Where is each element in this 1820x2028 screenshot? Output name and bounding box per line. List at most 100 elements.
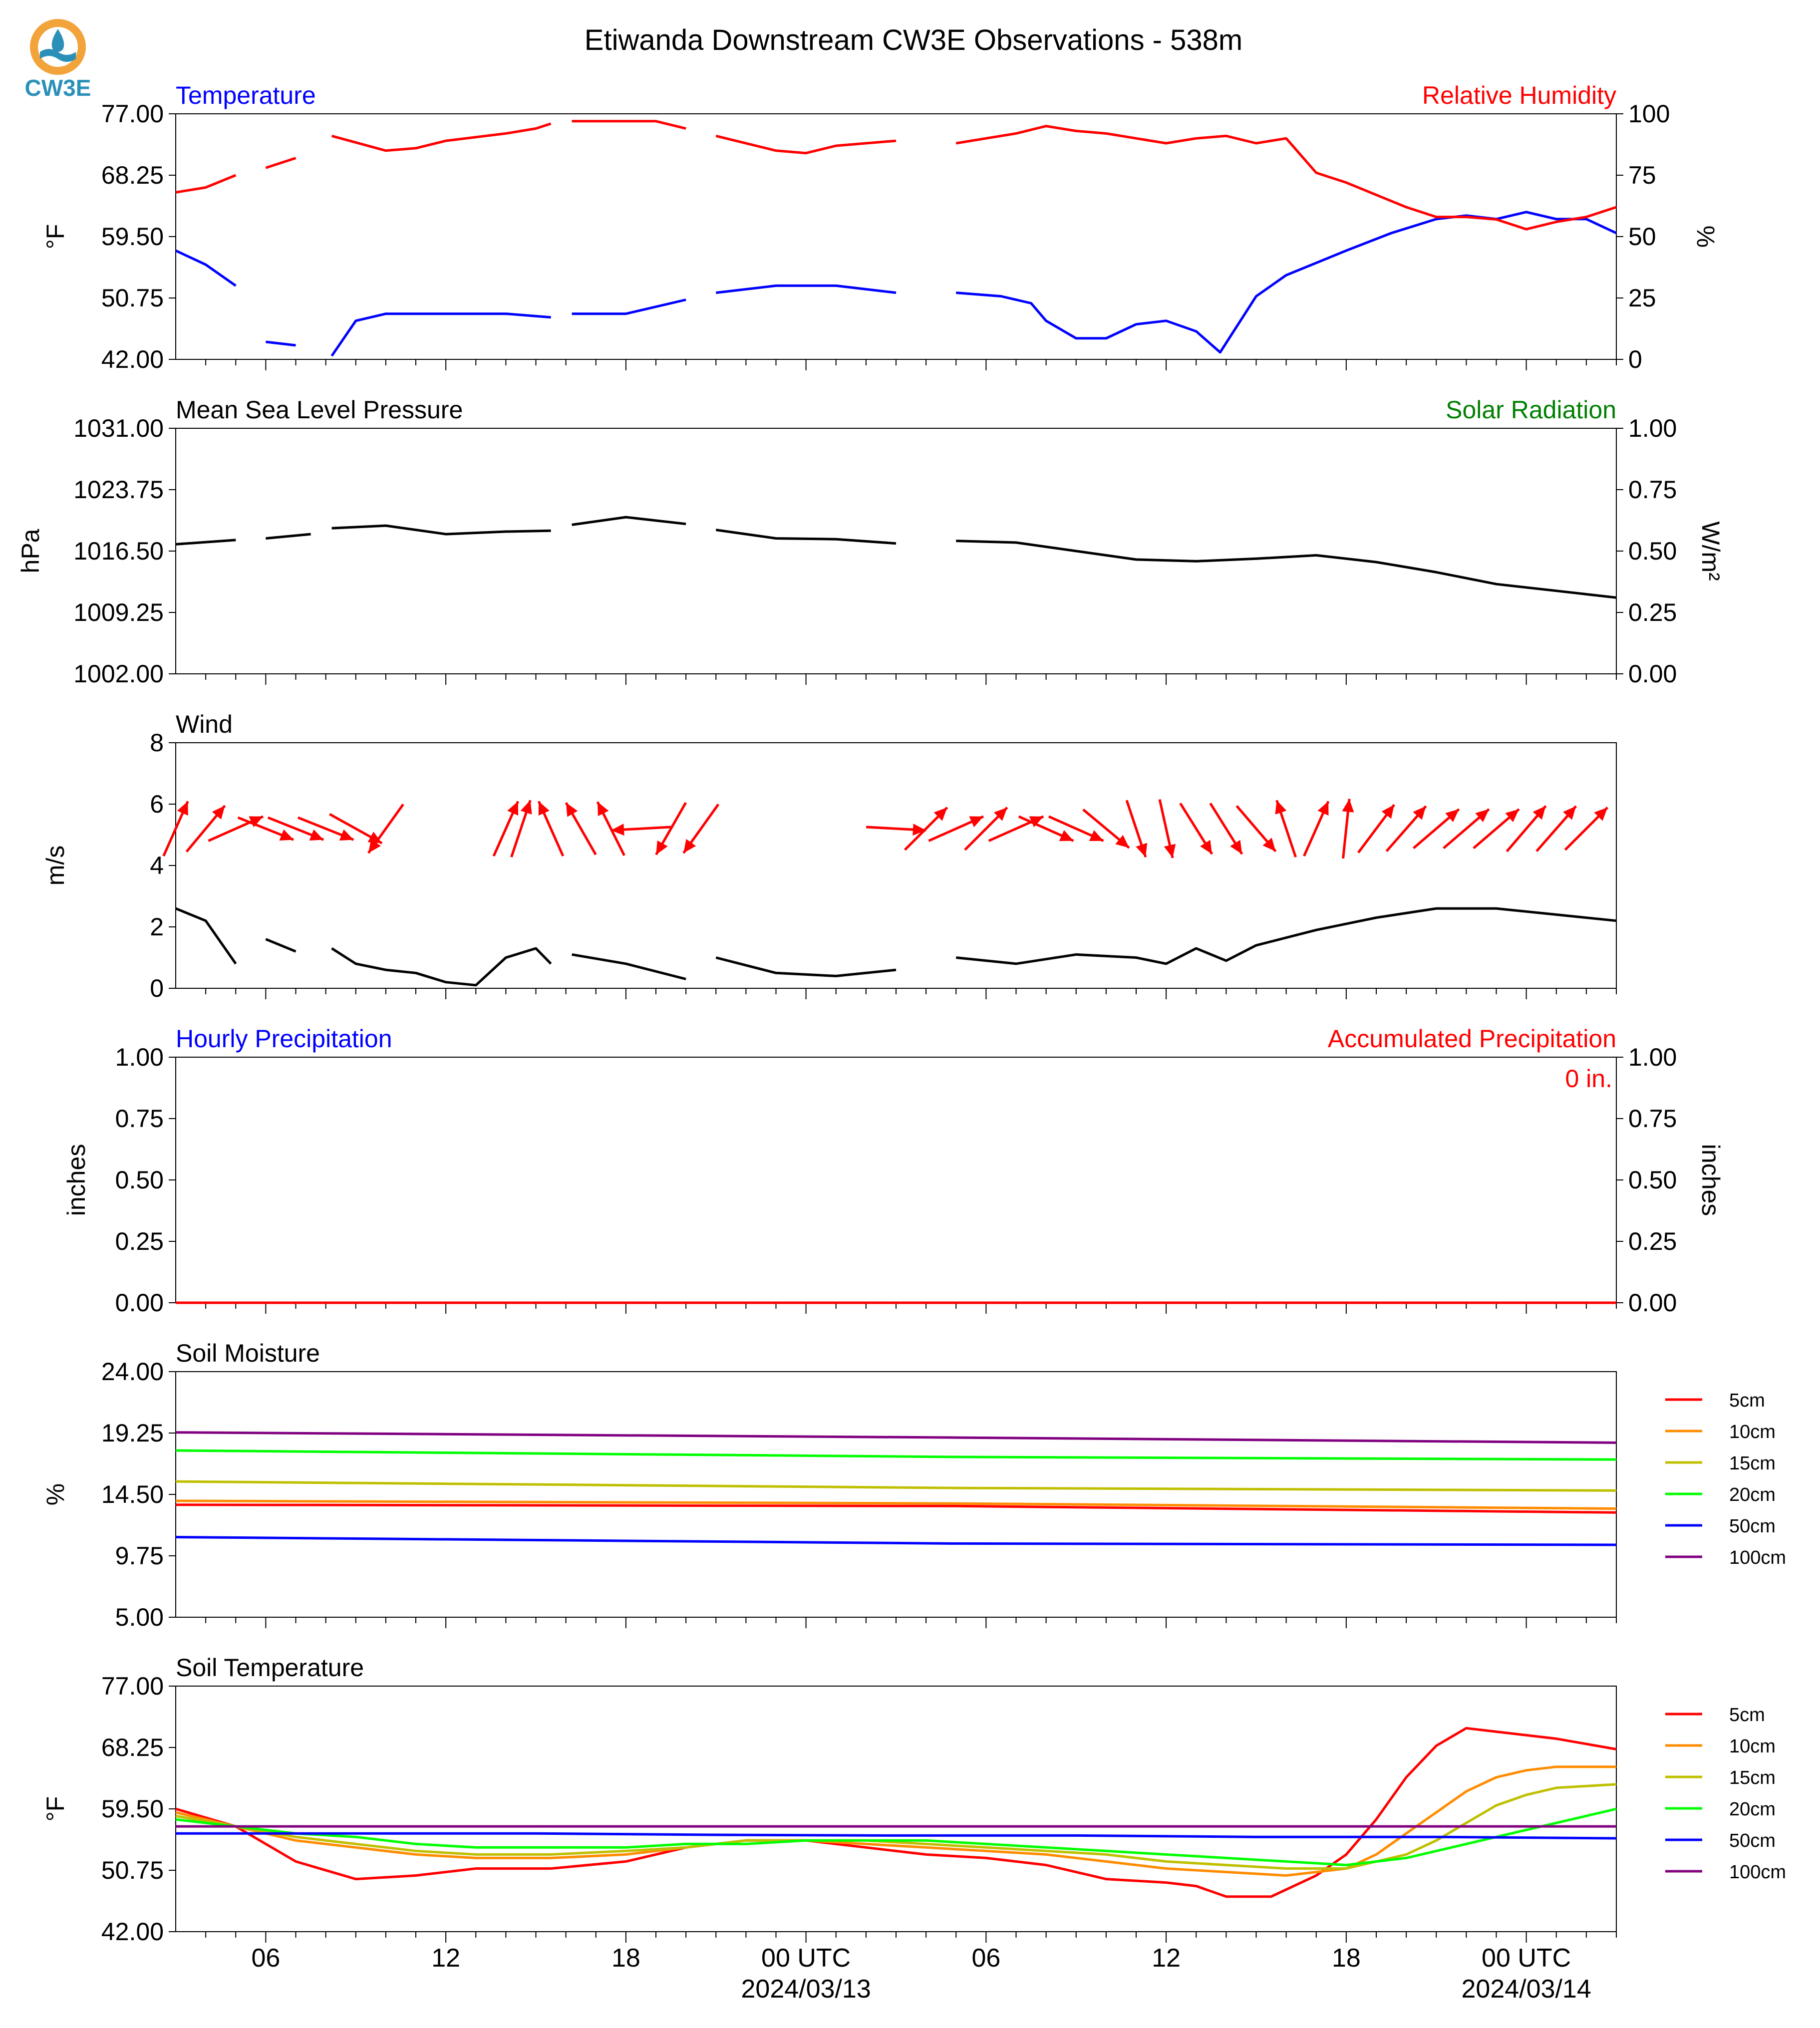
wind-arrow (267, 816, 324, 841)
y-axis-label: inches (62, 1144, 90, 1216)
y-tick-label: 1023.75 (73, 476, 164, 504)
y-tick-label: 50.75 (101, 284, 164, 312)
x-tick-label: 00 UTC (1482, 1944, 1571, 1973)
wind-arrow (329, 813, 383, 845)
y-tick-label: 1031.00 (73, 414, 164, 442)
legend: 5cm 10cm 15cm 20cm 50cm 100cm (1665, 1705, 1786, 1883)
wind-arrow-head (212, 806, 225, 820)
wind-arrow (964, 807, 1008, 851)
wind-arrow (492, 801, 520, 857)
wind-arrow (1443, 808, 1490, 850)
panel-title-left: Hourly Precipitation (176, 1025, 392, 1053)
wind-arrow-head (683, 839, 696, 854)
y-tick-label: 8 (150, 729, 164, 757)
series-line-15cm (175, 1480, 1617, 1492)
wind-arrow (162, 801, 189, 857)
wind-arrow (655, 802, 687, 856)
series-line-5cm (175, 1503, 1617, 1514)
panel-title-right: Solar Radiation (1446, 396, 1616, 424)
y-tick-label: 14.50 (101, 1480, 164, 1508)
panel-pressure: Mean Sea Level Pressure Solar Radiation 10… (16, 396, 1725, 688)
legend-label: 15cm (1729, 1767, 1776, 1788)
chart-title: Etiwanda Downstream CW3E Observations - … (585, 24, 1242, 56)
series-line-20cm (175, 1807, 1617, 1866)
y-tick-label: 59.50 (101, 1795, 164, 1823)
wind-arrow-head (1594, 807, 1608, 821)
wind-arrow-head (1475, 809, 1489, 823)
wind-arrow (988, 815, 1044, 842)
logo-ring (30, 19, 86, 75)
y-tick-label-right: 100 (1628, 100, 1670, 128)
series-line-20cm (175, 1449, 1617, 1461)
y-tick-label: 68.25 (101, 161, 164, 189)
y-tick-label: 0 (150, 974, 164, 1002)
wind-arrow-head (1029, 816, 1044, 828)
wind-arrow-head (1413, 806, 1426, 820)
wind-arrow (1473, 808, 1520, 850)
x-tick-label: 12 (1152, 1944, 1181, 1973)
wind-arrow-head (507, 801, 519, 816)
wind-arrow-head (368, 839, 381, 854)
wind-arrow-head (1089, 830, 1104, 841)
wind-arrow (1357, 804, 1395, 854)
wind-arrow (1342, 799, 1354, 859)
wind-arrow-head (969, 816, 984, 828)
wind-arrow-head (520, 800, 532, 815)
wind-arrow-head (1445, 809, 1459, 823)
y-axis-label: hPa (16, 529, 44, 573)
cw3e-logo: CW3E (25, 19, 91, 101)
y-tick-label: 1.00 (115, 1043, 164, 1071)
series-line-relative-humidity (175, 120, 1617, 231)
x-tick-label: 12 (431, 1944, 460, 1973)
wind-arrow (1158, 799, 1176, 859)
y-tick-label: 6 (150, 790, 164, 818)
legend-label: 5cm (1729, 1390, 1765, 1411)
panel-precipitation: Hourly Precipitation Accumulated Precipit… (62, 1025, 1725, 1317)
legend-label: 15cm (1729, 1453, 1776, 1474)
wind-arrow-head (1230, 840, 1242, 855)
y-tick-label: 0.75 (115, 1105, 164, 1133)
y-tick-label-right: 75 (1628, 161, 1656, 189)
y-tick-label: 0.25 (115, 1227, 164, 1255)
y-tick-label: 2 (150, 913, 164, 941)
panel-title-right: Relative Humidity (1422, 81, 1616, 109)
wind-arrow (866, 824, 926, 836)
panel-title-left: Soil Temperature (176, 1654, 364, 1682)
wind-arrow (565, 802, 597, 856)
panel-title-left: Soil Moisture (176, 1339, 320, 1367)
wind-arrow (1385, 805, 1427, 853)
series-line-wind-speed (175, 907, 1617, 987)
y-axis-label-right: W/m² (1697, 521, 1725, 580)
y-tick-label-right: 0.50 (1628, 1166, 1677, 1194)
y-axis-label: °F (41, 224, 69, 250)
panel-title-left: Mean Sea Level Pressure (176, 396, 463, 424)
panel-title-right: Accumulated Precipitation (1328, 1025, 1616, 1053)
wind-arrow (367, 803, 404, 854)
wind-arrow (1413, 808, 1460, 850)
plot-frame (175, 1371, 1617, 1618)
y-tick-label: 77.00 (101, 100, 164, 128)
wind-arrow (1235, 805, 1277, 853)
legend-label: 20cm (1729, 1484, 1776, 1505)
wind-arrow-head (1136, 843, 1148, 858)
legend-label: 50cm (1729, 1516, 1776, 1537)
series-line-5cm (175, 1727, 1617, 1898)
y-axis-label-right: inches (1697, 1144, 1725, 1216)
wind-arrow (1018, 815, 1074, 842)
wind-arrow-head (1381, 805, 1394, 819)
wind-arrow-head (1342, 799, 1354, 813)
wind-arrow-head (1317, 801, 1329, 816)
wind-arrow (1564, 807, 1609, 851)
x-tick-label: 18 (1332, 1944, 1361, 1973)
wind-arrow-head (912, 824, 926, 836)
wind-arrow-head (1164, 844, 1176, 858)
series-line-mean-sea-level-pressure (175, 516, 1617, 599)
y-tick-label: 59.50 (101, 223, 164, 251)
y-tick-label: 1002.00 (73, 660, 164, 688)
x-date-label: 2024/03/14 (1461, 1975, 1591, 2004)
y-tick-label: 0.50 (115, 1166, 164, 1194)
y-tick-label-right: 0.25 (1628, 1227, 1677, 1255)
wind-arrow (610, 824, 671, 836)
wind-arrow (208, 815, 264, 842)
